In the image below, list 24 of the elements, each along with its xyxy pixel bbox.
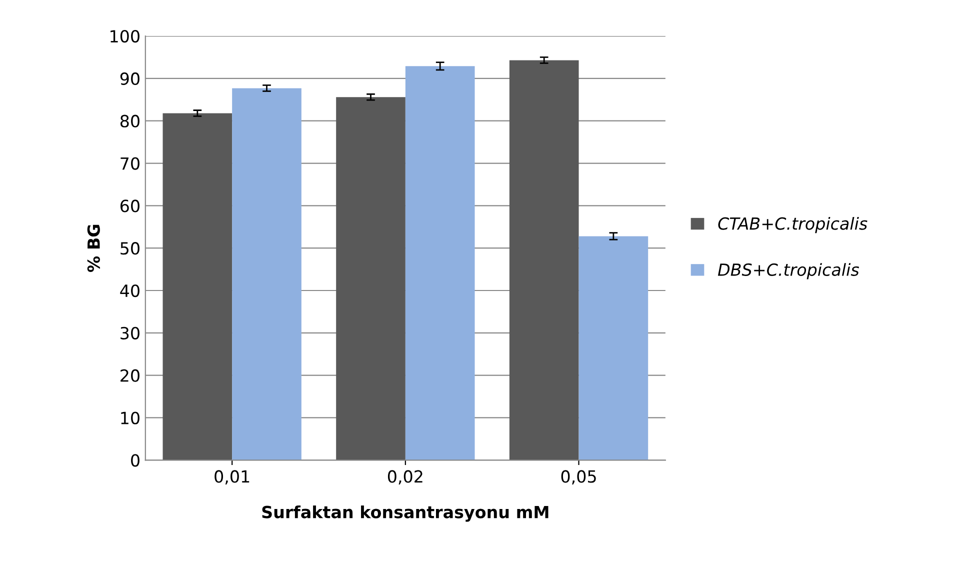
x-axis-title: Surfaktan konsantrasyonu mM <box>262 505 548 522</box>
x-tick-label: 0,02 <box>388 470 422 484</box>
y-tick-label: 0 <box>131 454 140 467</box>
y-tick-label: 80 <box>120 114 140 128</box>
bar <box>336 97 406 460</box>
y-axis-title: % BG <box>87 224 100 272</box>
bar <box>232 88 302 460</box>
bar <box>405 66 475 460</box>
legend-label: CTAB+C.tropicalis <box>718 216 868 234</box>
y-tick-label: 90 <box>120 72 140 86</box>
y-tick-label: 100 <box>110 30 140 43</box>
x-tick-label: 0,05 <box>561 470 596 484</box>
y-tick-label: 60 <box>120 200 140 212</box>
y-tick-label: 10 <box>121 412 140 424</box>
y-tick-label: 20 <box>120 369 140 382</box>
bar <box>162 113 232 460</box>
legend-label: DBS+C.tropicalis <box>718 263 860 280</box>
y-tick-label: 50 <box>120 242 140 255</box>
bar <box>578 236 648 460</box>
x-tick-label: 0,01 <box>214 470 250 484</box>
y-tick-label: 70 <box>120 157 140 170</box>
y-tick-label: 40 <box>120 284 140 298</box>
bar <box>509 60 579 460</box>
y-tick-label: 30 <box>120 326 140 340</box>
